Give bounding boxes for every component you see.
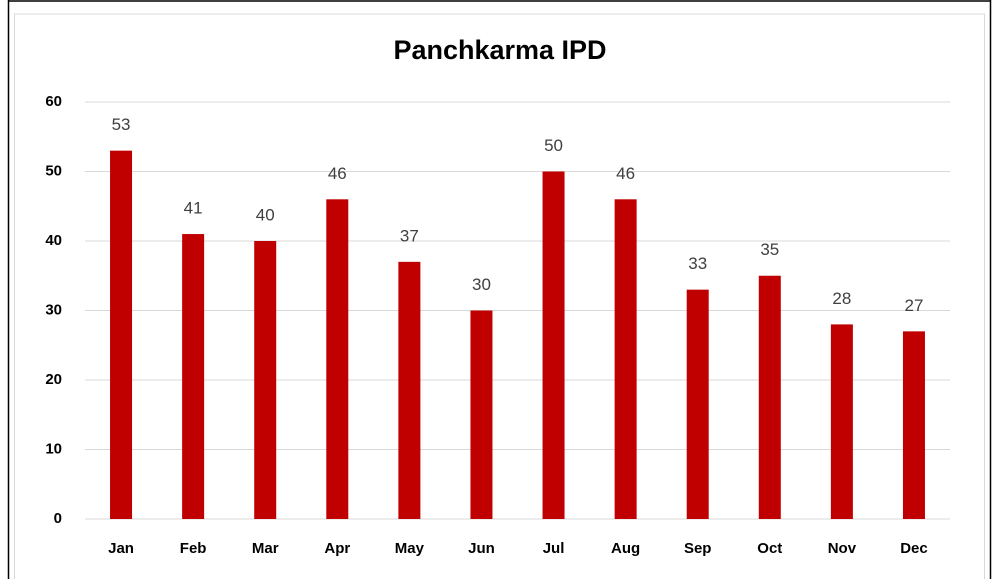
data-label: 41 (184, 199, 203, 218)
x-tick-label: Mar (252, 540, 279, 557)
bar (830, 324, 853, 519)
bar (686, 289, 709, 519)
x-tick-label: Jan (108, 540, 134, 557)
x-tick-label: Jul (543, 540, 565, 557)
y-tick-label: 40 (45, 232, 62, 249)
bar (110, 150, 133, 519)
x-tick-label: Apr (324, 540, 350, 557)
x-tick-label: Feb (180, 540, 207, 557)
data-label: 28 (832, 289, 851, 308)
bar (326, 199, 349, 520)
data-label: 53 (112, 115, 131, 134)
data-label: 33 (688, 254, 707, 273)
data-label: 37 (400, 226, 419, 245)
x-tick-label: Nov (828, 540, 857, 557)
x-tick-label: Oct (757, 540, 782, 557)
x-tick-label: May (395, 540, 425, 557)
data-label: 46 (328, 164, 347, 183)
x-tick-label: Jun (468, 540, 495, 557)
data-label: 46 (616, 164, 635, 183)
x-tick-label: Sep (684, 540, 712, 557)
data-label: 50 (544, 136, 563, 155)
data-label: 27 (904, 296, 923, 315)
data-label: 35 (760, 240, 779, 259)
bar (470, 310, 493, 519)
bar (902, 331, 925, 519)
y-tick-label: 20 (45, 371, 62, 388)
data-label: 40 (256, 205, 275, 224)
bar (182, 234, 205, 520)
bar (398, 261, 421, 519)
y-tick-label: 10 (45, 440, 62, 457)
y-tick-label: 50 (45, 162, 62, 179)
y-tick-label: 30 (45, 301, 62, 318)
data-label: 30 (472, 275, 491, 294)
bar (542, 171, 565, 519)
y-tick-label: 60 (45, 93, 62, 110)
chart-title: Panchkarma IPD (393, 35, 606, 65)
x-tick-label: Dec (900, 540, 928, 557)
bar (758, 275, 781, 519)
y-tick-label: 0 (54, 510, 62, 527)
x-tick-label: Aug (611, 540, 640, 557)
bar (614, 199, 637, 520)
bar (254, 241, 277, 519)
